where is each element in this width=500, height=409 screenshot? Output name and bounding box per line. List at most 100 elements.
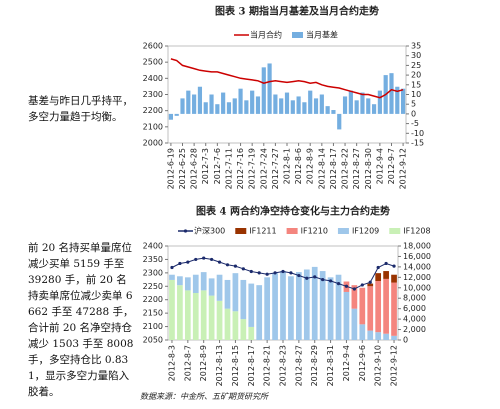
bar [331,110,336,114]
x-tick-label: 2012-8-15 [231,345,240,386]
line-marker [186,260,190,264]
bar [184,290,191,340]
x-tick-label: 2012-7-16 [236,148,245,189]
bar [375,273,382,281]
x-tick-label: 2012-8-9 [306,148,315,184]
bar [319,94,324,114]
y2-tick-label: 10 [411,90,421,99]
y2-tick-label: 12,000 [403,273,431,282]
bar [240,279,247,320]
bar [343,291,350,340]
line-marker [321,277,325,282]
bar [226,102,232,114]
y2-tick-label: 0 [403,336,408,345]
bar [348,90,353,114]
bar [267,63,272,114]
bar [224,279,231,309]
chart-title: 图表 3 期指当月基差及当月合约走势 [215,5,379,18]
legend-swatch [292,32,303,38]
x-tick-label: 2012-7-24 [259,148,268,189]
legend-label: IF1208 [403,227,430,236]
line-marker [225,263,230,267]
legend-swatch [389,228,401,234]
bar [261,67,266,114]
bar [383,278,389,334]
y-tick-label: 2200 [143,106,163,115]
x-tick-label: 2012-9-12 [390,345,399,386]
y-tick-label: 2050 [143,336,163,345]
y-tick-label: 2000 [143,139,163,148]
bar [224,308,231,340]
x-tick-label: 2012-9-4 [375,148,384,184]
bar [232,98,237,114]
bar [377,90,382,114]
bar [302,102,307,114]
bar [296,272,302,340]
y-tick-label: 2100 [143,122,163,131]
bar [335,274,342,340]
bar [395,86,400,114]
bar [337,113,342,130]
bar [319,271,326,340]
y2-tick-label: 8,000 [403,294,426,303]
y2-tick-label: 25 [411,61,421,70]
y2-tick-label: 20 [411,71,421,80]
x-tick-label: 2012-9-7 [387,148,396,184]
x-tick-label: 2012-8-14 [317,148,326,189]
bar [371,104,377,114]
bar [351,308,358,340]
bar [216,300,223,340]
y2-tick-label: 10,000 [403,283,431,292]
x-tick-label: 2012-9-4 [342,345,351,381]
legend-label: 当月基差 [306,30,338,40]
line-marker [336,282,341,286]
bar [221,92,226,114]
bar [272,273,278,340]
legend-label: 沪深300 [194,226,225,236]
bar [303,269,310,340]
line-marker [265,272,269,276]
bar [208,278,215,296]
line-marker [352,287,356,291]
x-tick-label: 2012-8-9 [199,345,208,381]
line-marker [328,279,333,283]
line [170,58,404,99]
legend-label: IF1209 [352,227,379,236]
bar [197,86,203,114]
x-tick-label: 2012-8-22 [341,148,350,189]
bar [184,277,191,291]
legend-swatch [235,228,247,234]
bar [215,104,220,114]
x-tick-label: 2012-7-11 [224,148,233,189]
bar [359,287,366,325]
bar [391,274,397,283]
bar [367,330,374,340]
x-tick-label: 2012-7-3 [201,148,210,184]
bar [351,285,358,309]
bar [296,96,301,114]
y2-tick-label: 35 [411,42,421,51]
bar [383,271,389,279]
bar [186,90,191,114]
bar [256,285,263,340]
legend-swatch [286,228,298,234]
line-marker [249,269,253,274]
line-marker [344,284,349,288]
legend-label: 当月合约 [250,30,282,40]
bar [327,277,334,340]
x-tick-label: 2012-6-25 [178,148,187,189]
bar [360,92,365,114]
y2-tick-label: 16,000 [403,252,431,261]
line-marker [392,264,396,268]
line-marker [289,271,293,275]
x-tick-label: 2012-9-10 [374,345,383,386]
x-tick-label: 2012-8-29 [310,345,319,386]
bar [375,332,382,340]
y2-tick-label: 4,000 [403,315,426,324]
x-tick-label: 2012-8-6 [294,148,303,184]
bar [367,283,374,287]
y2-tick-label: -5 [411,119,419,128]
y-tick-label: 2500 [143,58,163,67]
x-tick-label: 2012-8-13 [215,345,224,386]
